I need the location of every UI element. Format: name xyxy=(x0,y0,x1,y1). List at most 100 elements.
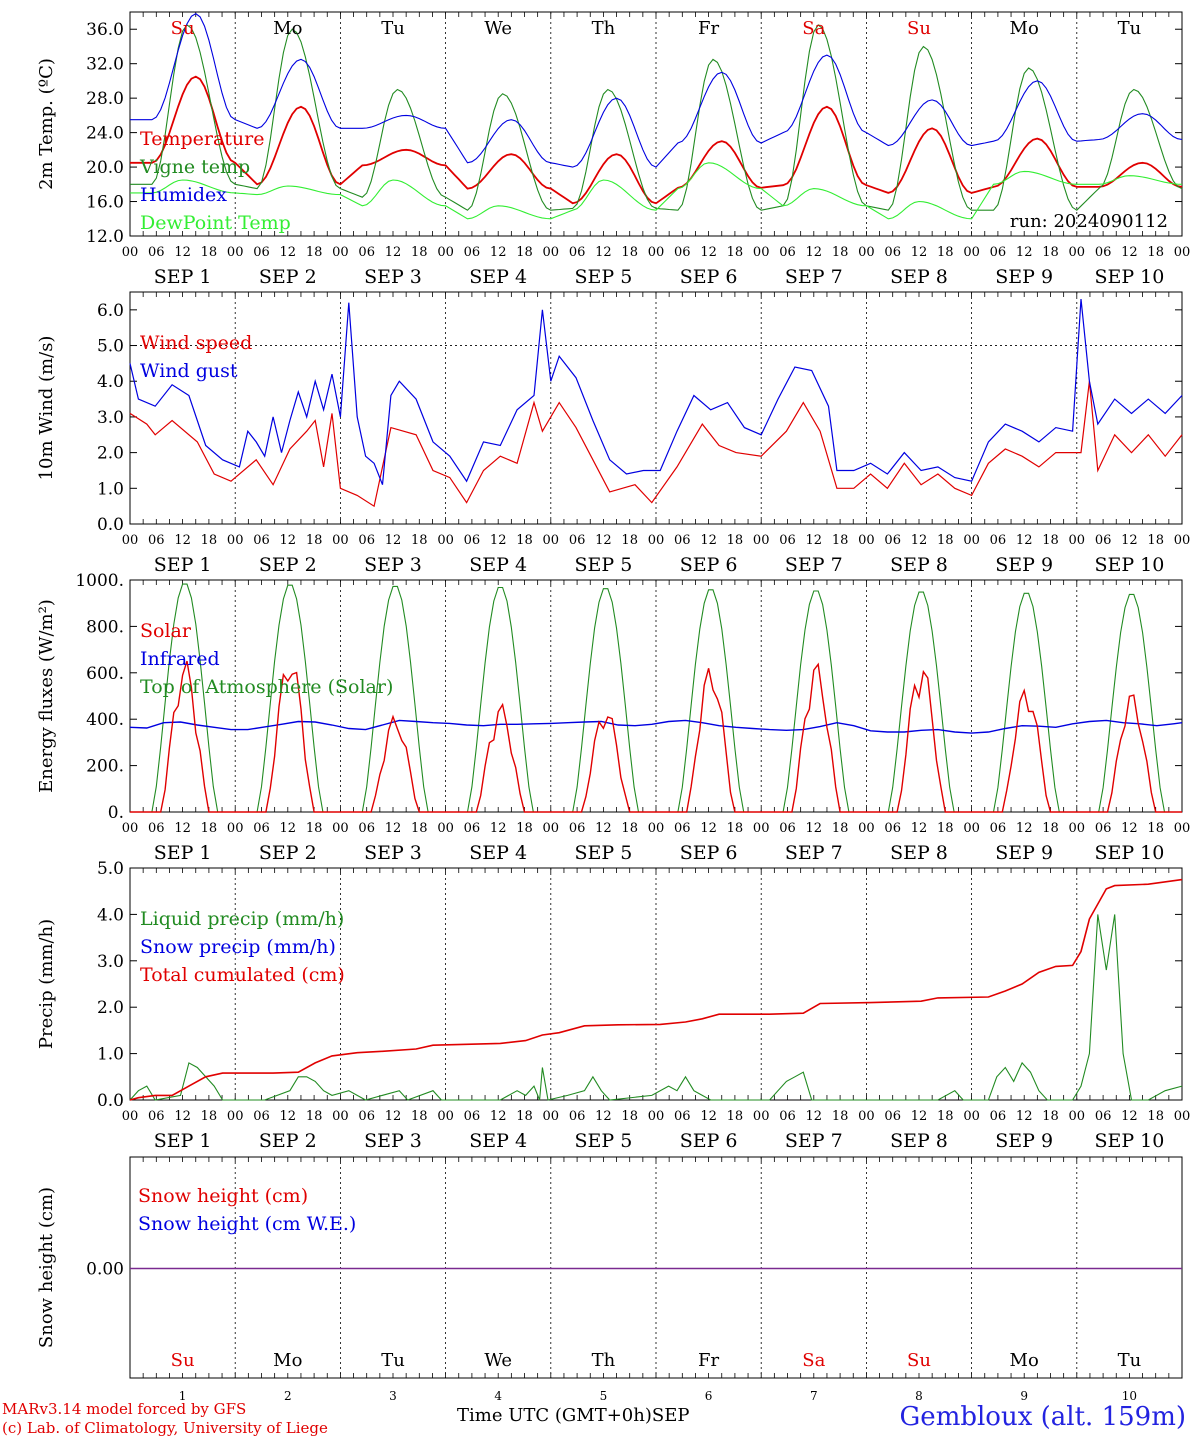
x-tick-label: 18 xyxy=(832,245,849,260)
x-tick-label: 18 xyxy=(516,245,533,260)
y-tick-label: 200. xyxy=(86,757,124,777)
day-label: Th xyxy=(592,1350,616,1371)
x-tick-label: 18 xyxy=(306,1109,323,1124)
x-tick-label: 00 xyxy=(1069,245,1086,260)
day-number: 6 xyxy=(705,1389,713,1403)
x-tick-label: 00 xyxy=(1174,533,1191,548)
x-tick-label: 12 xyxy=(280,821,297,836)
time-axis-label: Time UTC (GMT+0h) xyxy=(457,1405,652,1426)
y-axis-label: 2m Temp. (ºC) xyxy=(36,58,57,190)
x-tick-label: 06 xyxy=(674,245,691,260)
date-label: SEP 10 xyxy=(1094,266,1164,288)
y-tick-label: 0.0 xyxy=(97,515,124,535)
x-tick-label: 12 xyxy=(911,821,928,836)
series-vigne-temp xyxy=(130,24,1183,211)
date-label: SEP 3 xyxy=(364,1130,422,1152)
x-tick-label: 12 xyxy=(1016,821,1033,836)
x-tick-label: 00 xyxy=(648,245,665,260)
x-tick-label: 00 xyxy=(963,533,980,548)
y-tick-label: 6.0 xyxy=(97,301,124,321)
date-label: SEP 6 xyxy=(680,266,738,288)
x-tick-label: 12 xyxy=(806,245,823,260)
y-tick-label: 1.0 xyxy=(97,1045,124,1065)
day-number: 5 xyxy=(600,1389,608,1403)
y-axis-label: Snow height (cm) xyxy=(36,1187,57,1348)
x-tick-label: 06 xyxy=(779,1109,796,1124)
x-tick-label: 12 xyxy=(385,821,402,836)
model-credit: MARv3.14 model forced by GFS (c) Lab. of… xyxy=(2,1400,328,1438)
day-number: 10 xyxy=(1122,1389,1137,1403)
x-tick-label: 06 xyxy=(1095,533,1112,548)
date-label: SEP 6 xyxy=(680,842,738,864)
series-infrared xyxy=(129,719,1183,734)
y-tick-label: 24.0 xyxy=(86,124,124,144)
legend-entry: Wind gust xyxy=(140,360,238,382)
date-label: SEP 9 xyxy=(995,1130,1053,1152)
x-tick-label: 00 xyxy=(858,821,875,836)
y-tick-label: 600. xyxy=(86,664,124,684)
date-label: SEP 4 xyxy=(469,266,527,288)
x-tick-label: 12 xyxy=(490,533,507,548)
x-tick-label: 00 xyxy=(1174,821,1191,836)
x-tick-label: 18 xyxy=(1147,533,1164,548)
x-tick-label: 12 xyxy=(385,1109,402,1124)
x-tick-label: 06 xyxy=(464,1109,481,1124)
x-tick-label: 18 xyxy=(201,1109,218,1124)
date-label: SEP 8 xyxy=(890,554,948,576)
x-tick-label: 12 xyxy=(1121,245,1138,260)
date-label: SEP 5 xyxy=(574,266,632,288)
series-liquid xyxy=(129,914,1183,1101)
x-tick-label: 06 xyxy=(990,1109,1007,1124)
day-label: Sa xyxy=(802,18,825,39)
y-tick-label: 0.0 xyxy=(97,1091,124,1111)
x-tick-label: 06 xyxy=(464,821,481,836)
x-tick-label: 00 xyxy=(543,1109,560,1124)
x-tick-label: 12 xyxy=(174,245,191,260)
y-tick-label: 2.0 xyxy=(97,444,124,464)
x-tick-label: 00 xyxy=(1069,821,1086,836)
date-label: SEP 8 xyxy=(890,266,948,288)
x-tick-label: 12 xyxy=(1121,1109,1138,1124)
y-tick-label: 800. xyxy=(86,617,124,637)
x-tick-label: 06 xyxy=(990,821,1007,836)
x-tick-label: 18 xyxy=(306,821,323,836)
date-label: SEP 1 xyxy=(154,266,212,288)
x-tick-label: 00 xyxy=(858,1109,875,1124)
x-tick-label: 06 xyxy=(1095,821,1112,836)
y-tick-label: 0.00 xyxy=(86,1260,124,1280)
x-tick-label: 12 xyxy=(700,821,717,836)
x-tick-label: 18 xyxy=(411,821,428,836)
day-label: Mo xyxy=(273,18,302,39)
x-tick-label: 06 xyxy=(148,533,165,548)
x-tick-label: 18 xyxy=(201,245,218,260)
date-label: SEP 7 xyxy=(785,842,843,864)
x-tick-label: 18 xyxy=(411,533,428,548)
x-tick-label: 18 xyxy=(937,1109,954,1124)
time-axis-title: Time UTC (GMT+0h)SEP xyxy=(457,1405,689,1426)
y-tick-label: 36.0 xyxy=(86,20,124,40)
x-tick-label: 06 xyxy=(1095,1109,1112,1124)
legend-entry: Humidex xyxy=(140,184,227,206)
x-tick-label: 12 xyxy=(806,1109,823,1124)
x-tick-label: 18 xyxy=(1042,1109,1059,1124)
day-label: Th xyxy=(592,18,616,39)
x-tick-label: 06 xyxy=(990,533,1007,548)
x-tick-label: 00 xyxy=(437,1109,454,1124)
x-tick-label: 18 xyxy=(727,1109,744,1124)
y-axis-label: Precip (mm/h) xyxy=(36,919,57,1049)
date-label: SEP 2 xyxy=(259,554,317,576)
x-tick-label: 00 xyxy=(963,1109,980,1124)
y-tick-label: 3.0 xyxy=(97,952,124,972)
x-tick-label: 12 xyxy=(700,533,717,548)
series-wind-gust xyxy=(129,299,1183,485)
date-label: SEP 4 xyxy=(469,1130,527,1152)
y-tick-label: 12.0 xyxy=(86,227,124,247)
day-label: Mo xyxy=(1010,1350,1039,1371)
y-tick-label: 4.0 xyxy=(97,372,124,392)
day-label: We xyxy=(484,18,512,39)
x-tick-label: 00 xyxy=(753,533,770,548)
y-axis-label: 10m Wind (m/s) xyxy=(36,336,57,481)
x-tick-label: 12 xyxy=(595,533,612,548)
day-number: 4 xyxy=(494,1389,502,1403)
date-label: SEP 9 xyxy=(995,842,1053,864)
